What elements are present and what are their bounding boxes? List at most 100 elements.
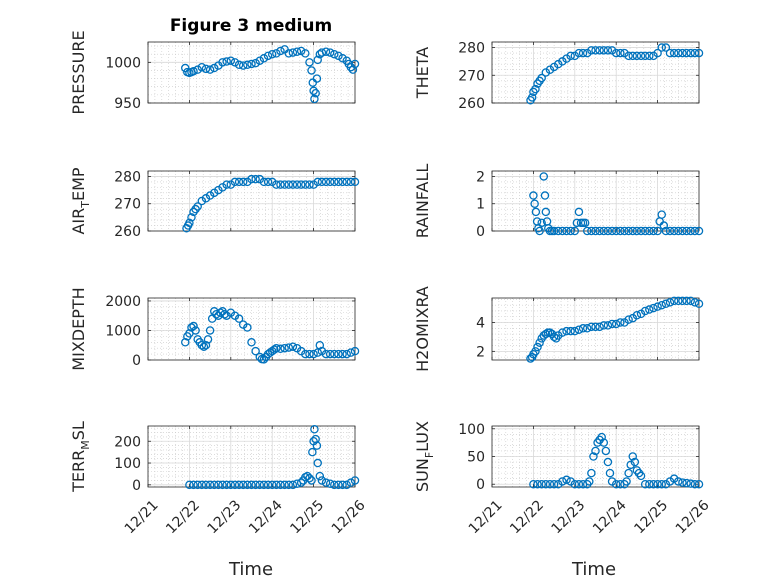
data-point bbox=[632, 51, 642, 61]
data-point bbox=[686, 296, 695, 306]
data-point bbox=[330, 349, 339, 359]
data-point bbox=[678, 226, 687, 236]
data-point bbox=[605, 468, 615, 478]
axes-box bbox=[147, 170, 356, 232]
data-point bbox=[628, 226, 638, 236]
data-point bbox=[540, 191, 550, 200]
data-point bbox=[321, 478, 331, 487]
data-point bbox=[645, 226, 654, 236]
data-point bbox=[682, 48, 691, 58]
x-tick-label: 12/21 bbox=[466, 497, 506, 537]
y-tick-label: 270 bbox=[114, 197, 141, 213]
data-point bbox=[632, 226, 642, 236]
data-point bbox=[218, 58, 227, 67]
data-point bbox=[541, 329, 551, 339]
data-point bbox=[288, 480, 298, 490]
data-point bbox=[280, 343, 289, 353]
data-point bbox=[628, 452, 638, 461]
data-point bbox=[272, 49, 281, 58]
data-point bbox=[603, 226, 613, 236]
data-point bbox=[197, 340, 207, 350]
data-point bbox=[582, 226, 592, 236]
data-point bbox=[330, 480, 339, 490]
data-point bbox=[674, 477, 683, 486]
data-point bbox=[255, 56, 265, 65]
data-point bbox=[636, 226, 646, 236]
data-point bbox=[682, 478, 691, 488]
data-point bbox=[582, 324, 592, 333]
data-point bbox=[209, 63, 219, 73]
subplot-air-temp: 260 270 280 AIRTEMP bbox=[69, 167, 360, 240]
y-tick-label: 50 bbox=[467, 450, 485, 466]
data-point bbox=[535, 226, 544, 236]
data-point bbox=[530, 199, 539, 208]
data-point bbox=[574, 48, 584, 58]
data-point bbox=[585, 477, 594, 486]
data-point bbox=[209, 480, 219, 490]
x-axis-label-left: Time bbox=[228, 559, 273, 580]
data-point bbox=[669, 296, 679, 306]
data-point bbox=[622, 477, 631, 486]
data-point bbox=[255, 480, 265, 490]
data-point bbox=[276, 344, 285, 354]
y-tick-label: 100 bbox=[458, 422, 485, 438]
data-point bbox=[591, 446, 600, 456]
data-point bbox=[313, 458, 322, 468]
data-point bbox=[222, 480, 231, 490]
data-point bbox=[234, 314, 244, 323]
subplot-rainfall: 0 1 2 RAINFALL bbox=[413, 164, 704, 240]
data-point bbox=[267, 49, 277, 59]
data-point bbox=[276, 46, 285, 56]
data-point bbox=[587, 468, 596, 478]
x-tick-label: 12/24 bbox=[246, 497, 286, 537]
data-point bbox=[222, 57, 231, 66]
data-point bbox=[661, 43, 671, 52]
x-tick-label: 12/22 bbox=[163, 497, 203, 537]
data-point bbox=[270, 345, 279, 354]
data-point bbox=[686, 226, 695, 236]
data-point bbox=[205, 480, 215, 490]
data-point bbox=[616, 226, 625, 236]
data-point bbox=[197, 62, 207, 72]
data-point bbox=[531, 207, 541, 217]
data-point bbox=[284, 480, 294, 490]
data-point bbox=[531, 84, 540, 94]
data-point bbox=[541, 207, 551, 217]
y-tick-label: 100 bbox=[114, 456, 141, 472]
data-point bbox=[591, 46, 600, 55]
data-point bbox=[640, 306, 650, 316]
data-point bbox=[690, 298, 700, 307]
data-point bbox=[686, 48, 695, 58]
data-point bbox=[578, 324, 588, 333]
data-point bbox=[533, 479, 542, 489]
data-point bbox=[686, 479, 695, 488]
data-point bbox=[591, 226, 600, 236]
data-point bbox=[595, 226, 604, 236]
x-tick-label: 12/22 bbox=[507, 497, 547, 537]
data-point bbox=[587, 46, 596, 55]
data-point bbox=[570, 479, 580, 489]
data-point bbox=[611, 48, 621, 58]
data-point bbox=[657, 43, 666, 52]
data-point bbox=[243, 323, 252, 332]
data-point bbox=[255, 352, 265, 362]
data-point bbox=[589, 452, 598, 461]
data-point bbox=[308, 78, 318, 87]
data-point bbox=[549, 332, 559, 342]
data-point bbox=[189, 67, 198, 76]
data-point bbox=[620, 226, 629, 236]
data-point bbox=[305, 180, 314, 189]
y-axis-label-4: MIXDEPTH bbox=[69, 287, 88, 370]
data-point bbox=[315, 340, 325, 350]
data-point bbox=[669, 226, 679, 236]
data-point bbox=[234, 480, 244, 490]
axes-box bbox=[491, 41, 700, 104]
data-point bbox=[611, 319, 621, 329]
data-point bbox=[527, 93, 537, 102]
x-tick-label: 12/21 bbox=[122, 497, 162, 537]
data-point bbox=[313, 177, 322, 187]
data-point bbox=[334, 51, 343, 61]
x-tick-label: 12/26 bbox=[329, 497, 369, 537]
data-point bbox=[574, 207, 584, 217]
data-point bbox=[678, 478, 687, 487]
